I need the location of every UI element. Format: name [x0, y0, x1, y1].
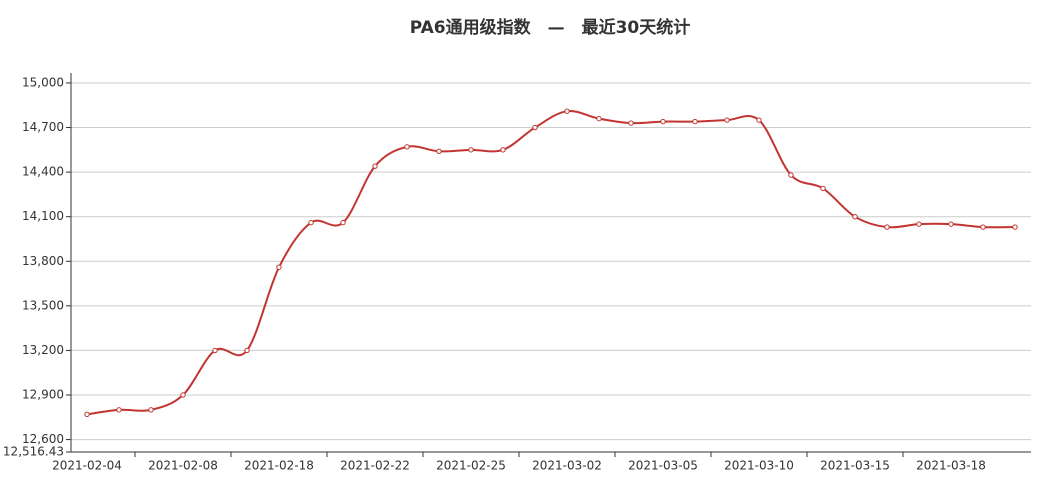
- x-tick-label: 2021-03-02: [532, 459, 602, 473]
- point: [916, 221, 922, 227]
- x-tick-label: 2021-02-08: [148, 459, 218, 473]
- point: [596, 115, 602, 122]
- point: [84, 411, 90, 418]
- y-tick-label: 13,800: [22, 254, 64, 268]
- point: [116, 407, 122, 413]
- point: [436, 148, 442, 155]
- point: [468, 147, 474, 153]
- x-tick-label: 2021-02-25: [436, 459, 506, 473]
- point: [148, 407, 154, 413]
- y-tick-label: 12,516.43: [3, 445, 64, 459]
- point: [372, 163, 378, 169]
- x-tick-label: 2021-03-18: [916, 459, 986, 473]
- x-tick-label: 2021-03-05: [628, 459, 698, 473]
- point: [212, 347, 218, 354]
- point: [276, 264, 282, 270]
- point: [884, 224, 890, 230]
- point: [340, 219, 346, 226]
- point: [564, 108, 570, 114]
- y-tick-label: 12,600: [22, 432, 64, 446]
- y-tick-label: 12,900: [22, 388, 64, 402]
- point: [788, 172, 794, 178]
- point: [948, 221, 954, 227]
- x-tick-label: 2021-02-04: [52, 459, 122, 473]
- x-tick-label: 2021-02-22: [340, 459, 410, 473]
- point: [756, 117, 762, 123]
- point: [404, 144, 410, 150]
- point: [820, 185, 826, 192]
- point: [1012, 224, 1018, 230]
- y-tick-label: 13,200: [22, 343, 64, 357]
- point: [692, 118, 698, 125]
- y-tick-label: 14,400: [22, 165, 64, 179]
- x-tick-label: 2021-02-18: [244, 459, 314, 473]
- y-tick-label: 14,700: [22, 120, 64, 134]
- point: [180, 392, 186, 398]
- y-tick-label: 14,100: [22, 209, 64, 223]
- point: [980, 224, 986, 230]
- chart-title: PA6通用级指数 — 最近30天统计: [410, 17, 691, 38]
- point: [724, 117, 730, 123]
- y-tick-label: 13,500: [22, 298, 64, 312]
- x-tick-label: 2021-03-10: [724, 459, 794, 473]
- point: [308, 219, 314, 226]
- line: [86, 110, 1016, 416]
- point: [532, 124, 538, 131]
- y-tick-label: 15,000: [22, 75, 64, 89]
- point: [244, 347, 250, 354]
- point: [500, 147, 506, 153]
- point: [852, 213, 858, 220]
- x-tick-label: 2021-03-15: [820, 459, 890, 473]
- point: [660, 118, 666, 125]
- point: [628, 120, 634, 126]
